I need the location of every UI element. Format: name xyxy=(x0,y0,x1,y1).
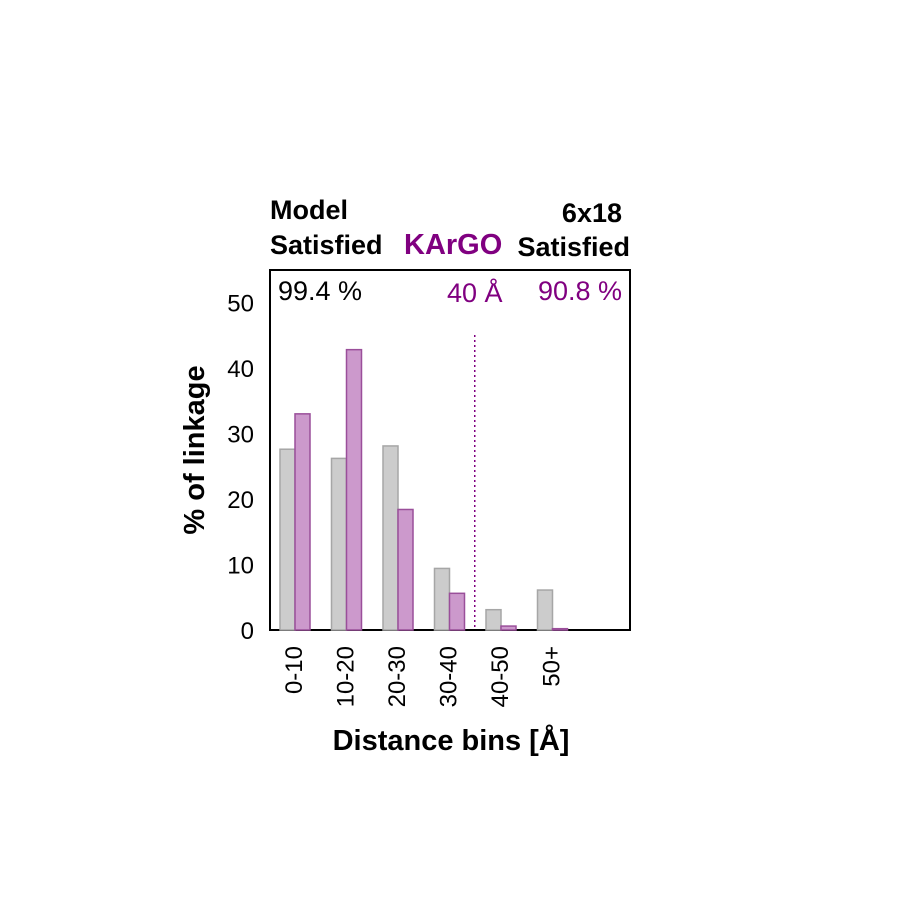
y-tick-label: 40 xyxy=(227,356,254,383)
y-axis-ticks: 0 10 20 30 40 50 xyxy=(227,291,254,646)
x-tick-label: 50+ xyxy=(539,646,566,687)
y-tick-label: 50 xyxy=(227,291,254,318)
header-xlink-line2: Satisfied xyxy=(517,232,630,262)
threshold-label: 40 Å xyxy=(447,277,503,308)
header-model-line1: Model xyxy=(270,195,348,225)
y-tick-label: 10 xyxy=(227,553,254,580)
y-tick-label: 20 xyxy=(227,487,254,514)
header-model-line2: Satisfied xyxy=(270,230,383,260)
bars-group xyxy=(279,348,569,631)
y-axis-label: % of linkage xyxy=(179,365,211,534)
bar-kargo-20-30 xyxy=(397,508,414,631)
bar-model-40-50 xyxy=(485,608,502,631)
header-kargo: KArGO xyxy=(404,229,502,261)
bar-model-20-30 xyxy=(382,445,399,631)
model-satisfied-value: 99.4 % xyxy=(278,276,362,306)
x-tick-label: 10-20 xyxy=(333,646,360,707)
y-tick-label: 30 xyxy=(227,422,254,449)
bar-kargo-40-50 xyxy=(500,625,517,631)
bar-model-50+ xyxy=(536,589,554,631)
xlink-satisfied-value: 90.8 % xyxy=(538,276,622,306)
bar-model-10-20 xyxy=(330,457,348,631)
y-tick-label: 0 xyxy=(241,618,254,645)
bar-model-30-40 xyxy=(433,567,451,631)
bar-kargo-0-10 xyxy=(294,413,311,631)
header-xlink-line1: 6x18 xyxy=(562,198,622,228)
x-axis-ticks: 0-10 10-20 20-30 30-40 40-50 50+ xyxy=(281,646,566,707)
bar-kargo-50+ xyxy=(551,627,569,631)
x-axis-label: Distance bins [Å] xyxy=(333,724,570,757)
bar-model-0-10 xyxy=(279,448,296,631)
x-tick-label: 0-10 xyxy=(281,646,308,694)
x-tick-label: 20-30 xyxy=(384,646,411,707)
bar-kargo-30-40 xyxy=(448,592,466,631)
bar-kargo-10-20 xyxy=(345,348,363,631)
x-tick-label: 30-40 xyxy=(436,646,463,707)
x-tick-label: 40-50 xyxy=(487,646,514,707)
